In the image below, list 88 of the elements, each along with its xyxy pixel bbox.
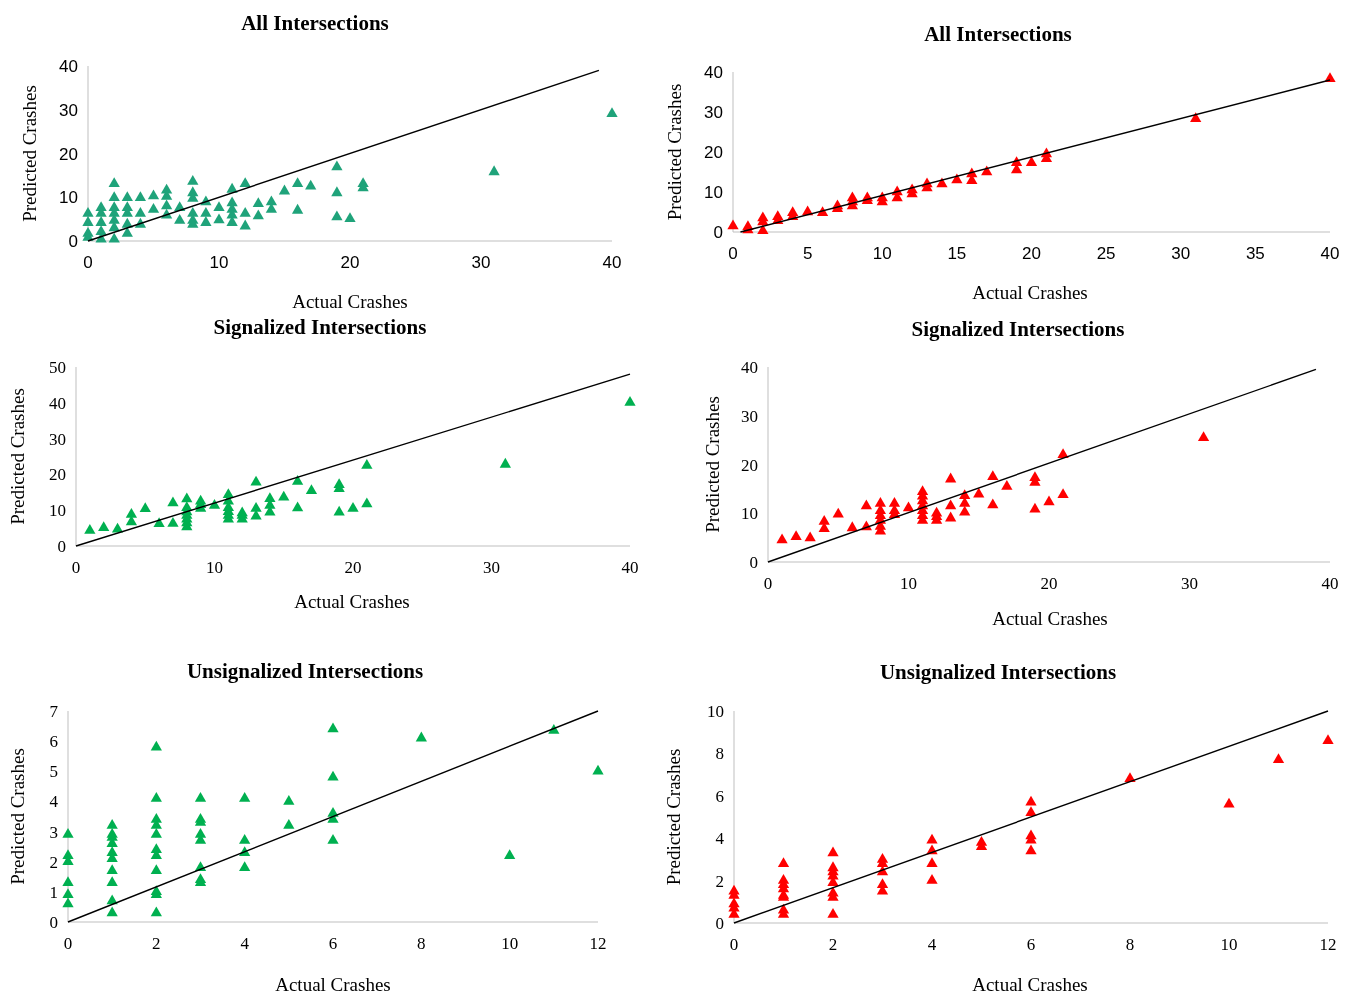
y-tick-label: 2: [715, 871, 724, 891]
x-tick-label: 40: [602, 253, 622, 272]
x-tick-label: 0: [763, 574, 773, 593]
y-tick-label: 0: [49, 913, 58, 932]
y-tick-label: 50: [49, 358, 66, 377]
x-tick-label: 10: [1220, 935, 1238, 954]
x-tick-label: 30: [1171, 244, 1191, 263]
chart-title: Signalized Intersections: [911, 317, 1125, 341]
y-tick-label: 30: [704, 103, 723, 122]
y-tick-label: 0: [57, 537, 66, 556]
x-tick-label: 30: [471, 253, 491, 272]
x-tick-label: 20: [1022, 244, 1041, 263]
x-tick-label: 2: [152, 934, 161, 953]
y-axis-title: Predicted Crashes: [664, 83, 685, 221]
x-tick-label: 10: [209, 253, 229, 272]
y-tick-label: 20: [704, 143, 723, 162]
x-tick-label: 0: [728, 244, 738, 263]
chart-title: Signalized Intersections: [213, 315, 427, 339]
x-tick-label: 35: [1245, 244, 1265, 263]
x-tick-label: 25: [1096, 244, 1116, 263]
y-tick-label: 20: [59, 144, 78, 164]
y-axis-title: Predicted Crashes: [7, 388, 28, 525]
x-tick-label: 0: [83, 253, 93, 272]
y-tick-label: 40: [704, 63, 723, 82]
x-tick-label: 10: [501, 934, 519, 953]
x-axis-title: Actual Crashes: [972, 282, 1088, 303]
y-tick-label: 10: [49, 501, 66, 521]
x-tick-label: 30: [1181, 574, 1198, 593]
y-axis-title: Predicted Crashes: [663, 748, 684, 886]
y-tick-label: 10: [707, 702, 724, 721]
y-tick-label: 2: [49, 852, 58, 872]
y-tick-label: 3: [49, 822, 58, 842]
x-axis-title: Actual Crashes: [294, 591, 410, 612]
x-tick-label: 40: [1321, 574, 1339, 593]
x-tick-label: 30: [483, 558, 500, 577]
x-axis-title: Actual Crashes: [972, 974, 1088, 995]
y-tick-label: 40: [59, 57, 78, 76]
y-tick-label: 5: [49, 762, 58, 782]
y-tick-label: 20: [741, 455, 758, 475]
x-tick-label: 10: [900, 574, 917, 593]
x-tick-label: 6: [328, 934, 338, 953]
x-tick-label: 10: [206, 558, 223, 577]
y-tick-label: 4: [715, 829, 725, 849]
y-tick-label: 7: [49, 702, 59, 721]
y-axis-title: Predicted Crashes: [7, 748, 28, 885]
x-tick-label: 20: [340, 253, 360, 272]
x-axis-title: Actual Crashes: [275, 974, 391, 995]
x-tick-label: 12: [589, 934, 607, 953]
chart-title: All Intersections: [924, 22, 1072, 46]
x-tick-label: 20: [344, 558, 362, 577]
x-axis-title: Actual Crashes: [292, 291, 408, 312]
x-tick-label: 6: [1026, 935, 1036, 954]
x-tick-label: 20: [1040, 574, 1058, 593]
y-tick-label: 10: [59, 188, 78, 208]
y-tick-label: 1: [49, 882, 58, 902]
y-tick-label: 6: [49, 732, 58, 752]
x-tick-label: 4: [927, 935, 937, 954]
y-tick-label: 0: [713, 223, 723, 242]
x-tick-label: 4: [240, 934, 250, 953]
x-tick-label: 8: [1125, 935, 1135, 954]
y-tick-label: 6: [715, 786, 724, 806]
y-tick-label: 8: [715, 744, 724, 764]
y-axis-title: Predicted Crashes: [702, 396, 723, 533]
x-tick-label: 40: [1320, 244, 1340, 263]
y-tick-label: 0: [715, 914, 724, 933]
y-tick-label: 4: [49, 792, 59, 812]
x-tick-label: 15: [947, 244, 967, 263]
y-axis-title: Predicted Crashes: [19, 85, 40, 222]
y-tick-label: 40: [741, 358, 758, 377]
y-tick-label: 0: [68, 232, 78, 251]
x-tick-label: 8: [417, 934, 426, 953]
chart-title: Unsignalized Intersections: [879, 660, 1117, 684]
x-tick-label: 0: [729, 935, 739, 954]
y-tick-label: 10: [741, 504, 758, 524]
y-tick-label: 30: [49, 429, 66, 449]
x-tick-label: 2: [828, 935, 838, 954]
x-tick-label: 10: [872, 244, 892, 263]
x-tick-label: 5: [802, 244, 813, 263]
y-tick-label: 30: [59, 100, 78, 120]
y-tick-label: 40: [49, 393, 66, 413]
y-tick-label: 10: [704, 183, 723, 202]
y-tick-label: 20: [49, 465, 66, 485]
chart-title: Unsignalized Intersections: [186, 659, 424, 683]
y-tick-label: 30: [741, 406, 758, 426]
x-tick-label: 12: [1319, 935, 1337, 954]
chart-title: All Intersections: [241, 11, 389, 35]
x-axis-title: Actual Crashes: [992, 608, 1108, 629]
x-tick-label: 40: [621, 558, 639, 577]
